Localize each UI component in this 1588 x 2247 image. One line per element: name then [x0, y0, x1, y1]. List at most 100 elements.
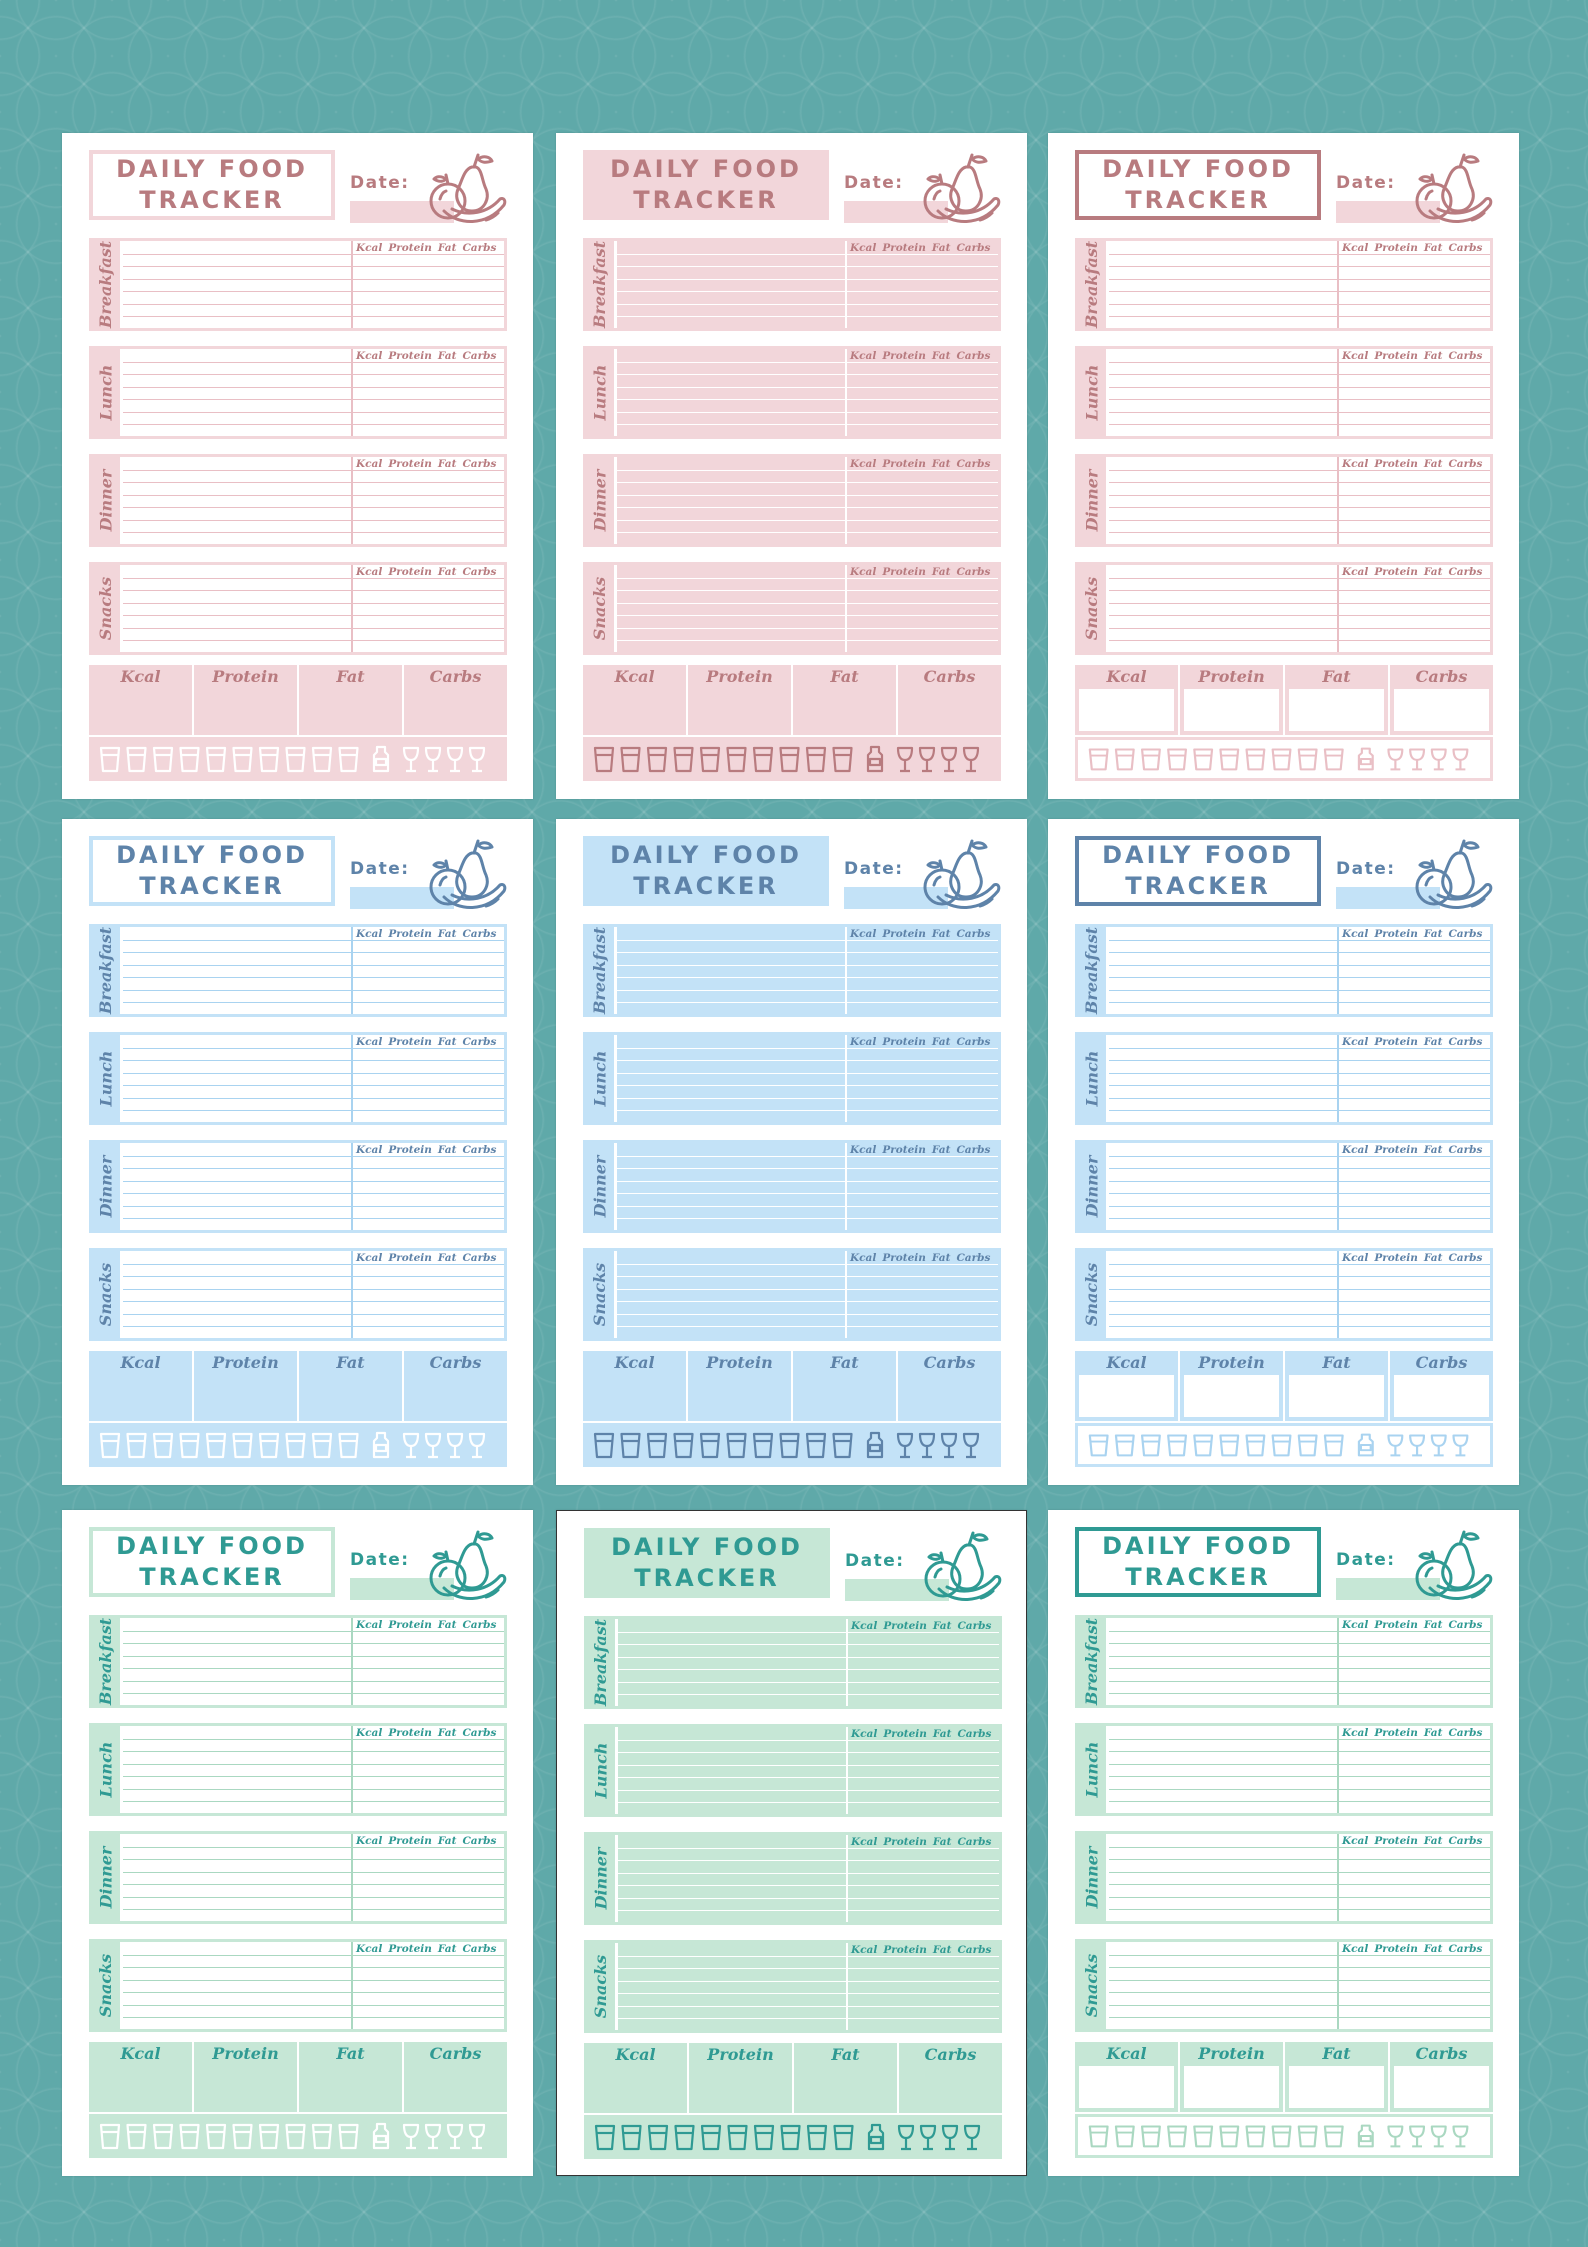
meal-entry-area[interactable]: Kcal Protein Fat Carbs: [617, 241, 998, 328]
water-tracker[interactable]: [89, 2114, 507, 2158]
total-kcal[interactable]: Kcal: [89, 2042, 192, 2112]
total-fat[interactable]: Fat: [791, 665, 896, 735]
meal-section-snacks: Snacks Kcal Protein Fat Carbs: [1075, 1248, 1493, 1341]
water-tracker[interactable]: [1075, 737, 1493, 781]
total-fat[interactable]: Fat: [791, 1351, 896, 1421]
meal-entry-area[interactable]: Kcal Protein Fat Carbs: [123, 1251, 504, 1338]
meal-entry-area[interactable]: Kcal Protein Fat Carbs: [1109, 349, 1490, 436]
meal-entry-area[interactable]: Kcal Protein Fat Carbs: [1109, 1035, 1490, 1122]
water-tracker[interactable]: [583, 737, 1001, 781]
date-field[interactable]: [1336, 1578, 1440, 1600]
entry-line: [618, 1885, 999, 1886]
meal-entry-area[interactable]: Kcal Protein Fat Carbs: [1109, 1143, 1490, 1230]
meal-entry-area[interactable]: Kcal Protein Fat Carbs: [1109, 241, 1490, 328]
meal-entry-area[interactable]: Kcal Protein Fat Carbs: [1109, 1942, 1490, 2029]
meal-entry-area[interactable]: Kcal Protein Fat Carbs: [618, 1835, 999, 1922]
meal-entry-area[interactable]: Kcal Protein Fat Carbs: [617, 1251, 998, 1338]
water-tracker[interactable]: [1075, 2114, 1493, 2158]
meal-entry-area[interactable]: Kcal Protein Fat Carbs: [617, 1143, 998, 1230]
meal-entry-area[interactable]: Kcal Protein Fat Carbs: [123, 349, 504, 436]
total-carbs[interactable]: Carbs: [897, 2043, 1002, 2113]
water-tracker[interactable]: [583, 1423, 1001, 1467]
meal-entry-area[interactable]: Kcal Protein Fat Carbs: [617, 565, 998, 652]
water-tracker[interactable]: [89, 1423, 507, 1467]
total-fat[interactable]: Fat: [792, 2043, 897, 2113]
meal-entry-area[interactable]: Kcal Protein Fat Carbs: [123, 241, 504, 328]
meal-entry-area[interactable]: Kcal Protein Fat Carbs: [123, 1726, 504, 1813]
meal-entry-area[interactable]: Kcal Protein Fat Carbs: [1109, 565, 1490, 652]
total-fat[interactable]: Fat: [297, 665, 402, 735]
total-protein[interactable]: Protein: [687, 2043, 792, 2113]
meal-entry-area[interactable]: Kcal Protein Fat Carbs: [123, 1942, 504, 2029]
total-value-field[interactable]: [1184, 1375, 1279, 1417]
meal-entry-area[interactable]: Kcal Protein Fat Carbs: [1109, 1618, 1490, 1705]
total-kcal[interactable]: Kcal: [583, 1351, 686, 1421]
meal-entry-area[interactable]: Kcal Protein Fat Carbs: [618, 1943, 999, 2030]
entry-line: [123, 615, 504, 616]
total-kcal[interactable]: Kcal: [584, 2043, 687, 2113]
total-kcal[interactable]: Kcal: [583, 665, 686, 735]
total-protein[interactable]: Protein: [192, 665, 297, 735]
total-value-field[interactable]: [1079, 2066, 1174, 2108]
meal-entry-area[interactable]: Kcal Protein Fat Carbs: [1109, 1251, 1490, 1338]
meal-entry-area[interactable]: Kcal Protein Fat Carbs: [123, 1618, 504, 1705]
total-carbs[interactable]: Carbs: [402, 1351, 507, 1421]
meal-entry-area[interactable]: Kcal Protein Fat Carbs: [618, 1727, 999, 1814]
meal-entry-area[interactable]: Kcal Protein Fat Carbs: [123, 1035, 504, 1122]
total-value-field[interactable]: [1184, 2066, 1279, 2108]
meal-entry-area[interactable]: Kcal Protein Fat Carbs: [123, 457, 504, 544]
entry-line: [1109, 1763, 1490, 1765]
total-kcal[interactable]: Kcal: [89, 1351, 192, 1421]
total-protein[interactable]: Protein: [192, 1351, 297, 1421]
meal-section-dinner: Dinner Kcal Protein Fat Carbs: [89, 454, 507, 547]
total-protein[interactable]: Protein: [686, 665, 791, 735]
total-fat: Fat: [1283, 1351, 1388, 1421]
total-fat[interactable]: Fat: [297, 1351, 402, 1421]
meal-entry-area[interactable]: Kcal Protein Fat Carbs: [617, 349, 998, 436]
meal-entry-area[interactable]: Kcal Protein Fat Carbs: [618, 1619, 999, 1706]
total-protein[interactable]: Protein: [192, 2042, 297, 2112]
total-value-field[interactable]: [1079, 1375, 1174, 1417]
total-carbs[interactable]: Carbs: [402, 2042, 507, 2112]
total-value-field[interactable]: [1289, 1375, 1384, 1417]
date-field[interactable]: [350, 1578, 454, 1600]
total-value-field[interactable]: [1289, 2066, 1384, 2108]
total-value-field[interactable]: [1394, 1375, 1489, 1417]
meal-entry-area[interactable]: Kcal Protein Fat Carbs: [1109, 457, 1490, 544]
date-field[interactable]: [350, 887, 454, 909]
total-kcal[interactable]: Kcal: [89, 665, 192, 735]
total-carbs[interactable]: Carbs: [402, 665, 507, 735]
date-field[interactable]: [1336, 887, 1440, 909]
date-field[interactable]: [350, 201, 454, 223]
meal-entry-area[interactable]: Kcal Protein Fat Carbs: [617, 927, 998, 1014]
meal-entry-area[interactable]: Kcal Protein Fat Carbs: [123, 1143, 504, 1230]
macro-header-carbs: Carbs: [462, 1036, 497, 1048]
page-title: DAILY FOOD TRACKER: [89, 836, 335, 906]
date-field[interactable]: [1336, 201, 1440, 223]
total-value-field[interactable]: [1394, 2066, 1489, 2108]
meal-entry-area[interactable]: Kcal Protein Fat Carbs: [123, 1834, 504, 1921]
total-fat[interactable]: Fat: [297, 2042, 402, 2112]
total-carbs[interactable]: Carbs: [896, 665, 1001, 735]
meal-entry-area[interactable]: Kcal Protein Fat Carbs: [617, 1035, 998, 1122]
meal-entry-area[interactable]: Kcal Protein Fat Carbs: [1109, 1726, 1490, 1813]
date-field[interactable]: [844, 887, 948, 909]
total-protein[interactable]: Protein: [686, 1351, 791, 1421]
meal-entry-area[interactable]: Kcal Protein Fat Carbs: [123, 927, 504, 1014]
water-tracker[interactable]: [89, 737, 507, 781]
meal-entry-area[interactable]: Kcal Protein Fat Carbs: [1109, 1834, 1490, 1921]
meal-entry-area[interactable]: Kcal Protein Fat Carbs: [617, 457, 998, 544]
total-value-field[interactable]: [1394, 689, 1489, 731]
meal-entry-area[interactable]: Kcal Protein Fat Carbs: [1109, 927, 1490, 1014]
total-carbs[interactable]: Carbs: [896, 1351, 1001, 1421]
date-field[interactable]: [845, 1579, 949, 1601]
total-value-field[interactable]: [1289, 689, 1384, 731]
water-tracker[interactable]: [584, 2115, 1002, 2159]
water-glass-icon: [126, 746, 147, 773]
macro-header-kcal: Kcal: [356, 1036, 383, 1048]
date-field[interactable]: [844, 201, 948, 223]
total-value-field[interactable]: [1184, 689, 1279, 731]
water-tracker[interactable]: [1075, 1423, 1493, 1467]
meal-entry-area[interactable]: Kcal Protein Fat Carbs: [123, 565, 504, 652]
total-value-field[interactable]: [1079, 689, 1174, 731]
